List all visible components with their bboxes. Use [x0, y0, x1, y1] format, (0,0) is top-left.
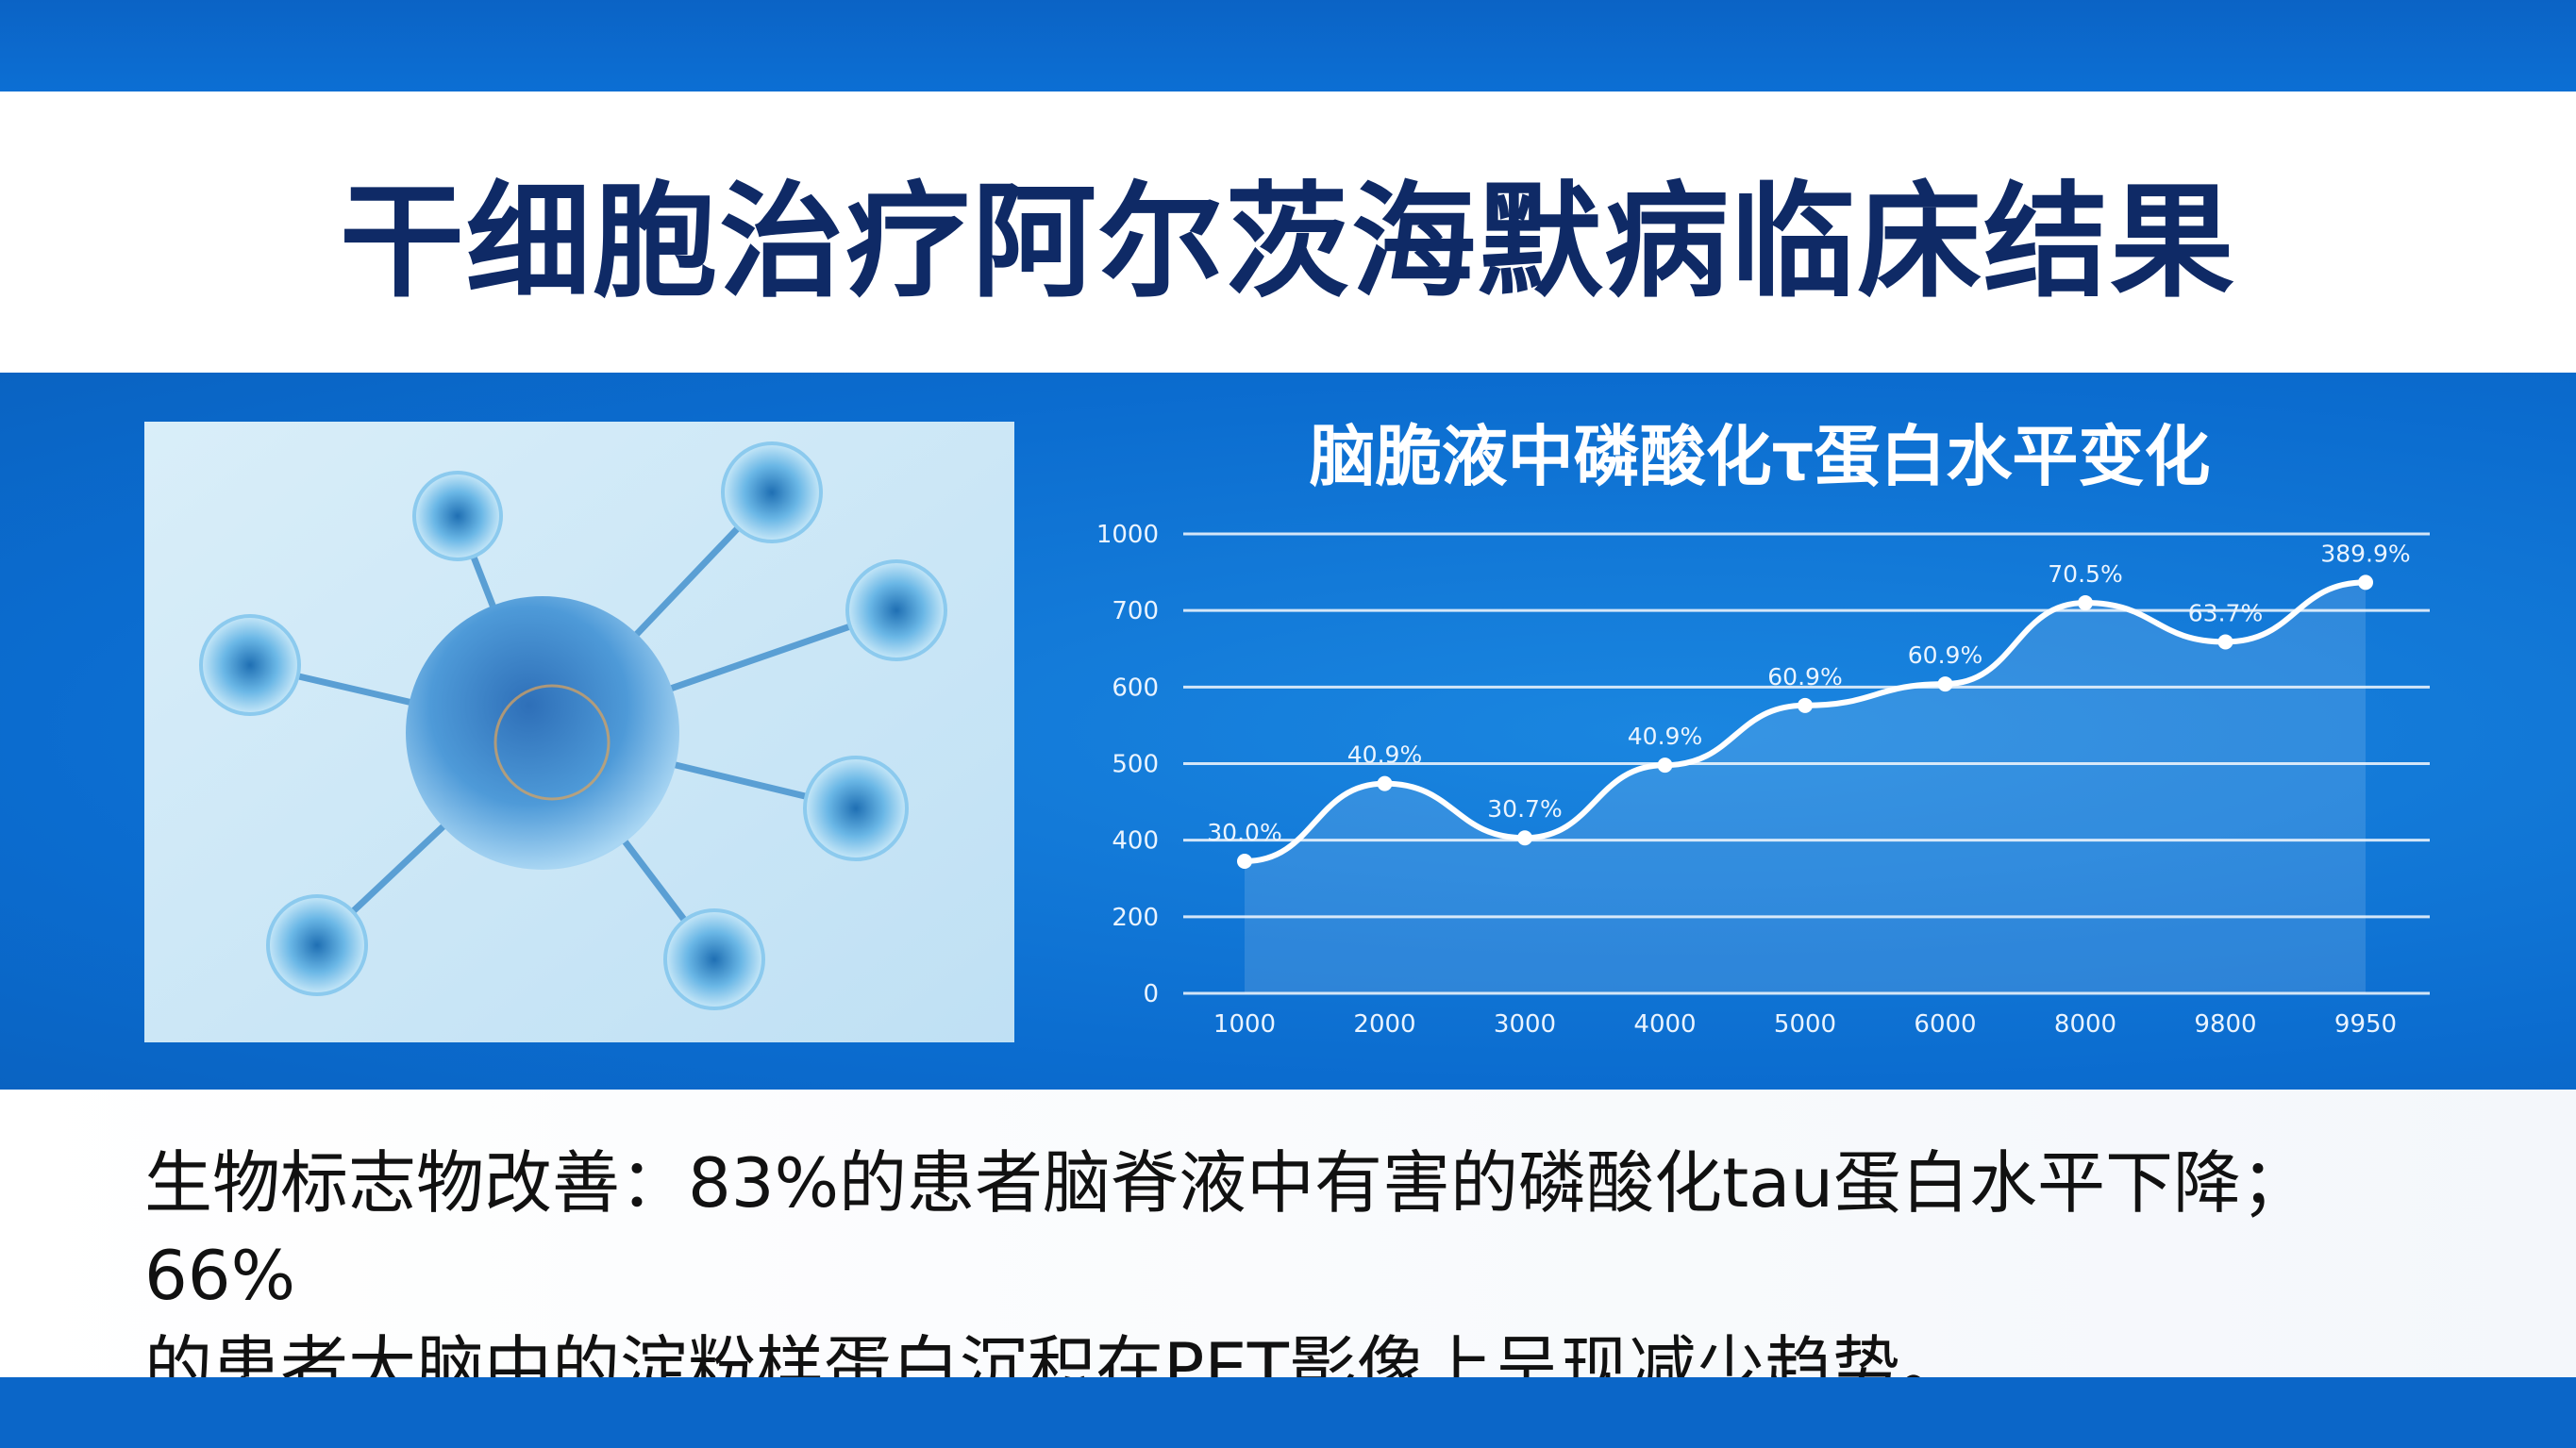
data-point	[1657, 757, 1673, 774]
description-area	[0, 1090, 2576, 1377]
y-tick-label: 0	[1143, 980, 1159, 1008]
y-tick-label: 400	[1112, 827, 1159, 856]
data-point	[1937, 676, 1953, 692]
title-area	[0, 92, 2576, 373]
data-point	[1517, 830, 1532, 846]
y-tick-label: 200	[1112, 904, 1159, 932]
x-tick-label: 9800	[2194, 1010, 2256, 1039]
data-label: 63.7%	[2188, 599, 2263, 626]
data-label: 30.0%	[1207, 819, 1281, 846]
description-line-1: 生物标志物改善：83%的患者脑脊液中有害的磷酸化tau蛋白水平下降；66%	[144, 1143, 2310, 1315]
x-tick-label: 6000	[1914, 1010, 1976, 1039]
x-tick-label: 8000	[2054, 1010, 2116, 1039]
chart-title: 脑脆液中磷酸化τ蛋白水平变化	[1309, 418, 2211, 495]
data-label: 70.5%	[2048, 560, 2122, 588]
data-label: 40.9%	[1347, 741, 1422, 769]
x-tick-label: 4000	[1633, 1010, 1696, 1039]
data-point	[2217, 634, 2233, 650]
x-tick-label: 5000	[1774, 1010, 1836, 1039]
data-label: 60.9%	[1908, 641, 1982, 669]
data-point	[2078, 595, 2093, 611]
y-tick-label: 600	[1112, 674, 1159, 702]
x-tick-label: 2000	[1353, 1010, 1415, 1039]
data-label: 60.9%	[1767, 663, 1842, 691]
x-tick-label: 3000	[1494, 1010, 1556, 1039]
stem-cell-illustration	[144, 422, 1014, 1042]
area-fill	[1245, 582, 2366, 993]
y-tick-label: 700	[1112, 597, 1159, 625]
x-tick-label: 1000	[1213, 1010, 1276, 1039]
page-title: 干细胞治疗阿尔茨海默病临床结果	[340, 170, 2236, 315]
data-point	[1237, 853, 1252, 869]
y-tick-label: 500	[1112, 751, 1159, 779]
bottom-band	[0, 1377, 2576, 1448]
description-text: 生物标志物改善：83%的患者脑脊液中有害的磷酸化tau蛋白水平下降；66% 的患…	[144, 1137, 2456, 1414]
data-label: 30.7%	[1487, 795, 1562, 823]
data-label: 40.9%	[1628, 723, 1702, 750]
y-tick-label: 1000	[1096, 521, 1159, 549]
x-tick-label: 9950	[2334, 1010, 2397, 1039]
top-band	[0, 0, 2576, 92]
data-label: 389.9%	[2320, 540, 2410, 567]
data-point	[1377, 775, 1393, 791]
data-point	[2358, 574, 2373, 591]
data-point	[1798, 697, 1813, 713]
